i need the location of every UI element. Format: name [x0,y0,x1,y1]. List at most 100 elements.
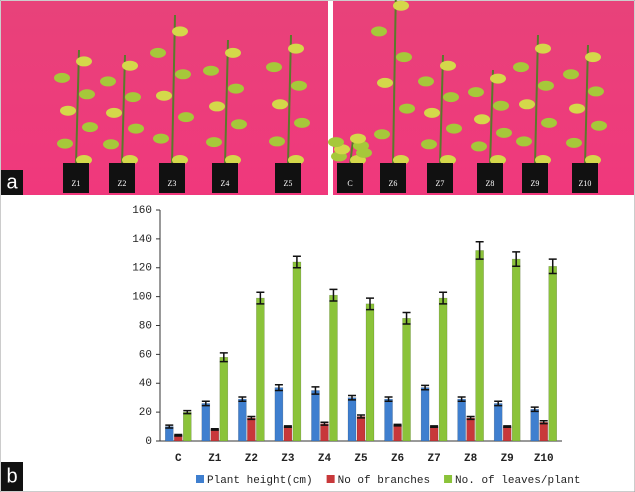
leaf [424,107,440,118]
bar [402,318,411,442]
error-bar [457,396,466,403]
leaf [231,119,247,130]
stem [171,14,176,166]
bar [183,411,192,442]
leaf [393,155,409,165]
leaf [100,76,116,87]
bar [502,426,512,442]
bar [466,417,475,442]
bar [438,297,448,442]
error-bar [393,423,402,427]
bar [365,303,375,442]
leaf [228,83,244,94]
stem [489,69,494,166]
pot [275,163,301,193]
leaf [60,105,76,116]
error-bar [210,427,219,431]
leaf [128,123,144,134]
leaf [57,138,73,149]
error-bar [283,425,292,429]
pot [109,163,135,193]
leaf [209,101,225,112]
error-bar [165,424,174,429]
bar [530,408,539,442]
leaf [541,117,557,128]
error-bar [357,414,365,419]
pot-label: Z10 [579,179,592,188]
pot [572,163,598,193]
bar [210,429,220,442]
pot [380,163,406,193]
leaf [421,139,437,150]
leaf [516,136,532,147]
y-tick-label: 80 [139,320,152,332]
y-tick-label: 0 [145,436,152,448]
bar [247,417,256,442]
error-bar [311,386,320,395]
leaf [150,47,166,58]
bar [539,421,548,442]
leaf [440,155,456,165]
bar [292,261,302,442]
leaf [175,69,191,80]
pot-label: Z1 [72,179,81,188]
leaf [393,0,409,11]
pot [522,163,548,193]
panel-label: a [6,171,18,193]
x-tick-label: Z9 [501,453,514,465]
leaf [490,155,506,165]
leaf [585,155,601,165]
panel-label: b [6,465,17,487]
leaf [569,103,585,114]
bar [238,398,247,442]
leaf [272,99,288,110]
bar [475,250,484,442]
leaf [178,112,194,123]
error-bar [430,425,439,429]
bar [420,387,430,442]
bar [283,426,293,442]
leaf [288,43,304,54]
error-bar [292,255,301,269]
error-bar [219,352,228,363]
error-bar [548,258,557,275]
error-bar [494,400,503,407]
bar [274,387,284,442]
x-tick-label: C [175,453,182,465]
leaf [82,122,98,133]
error-bar [530,406,539,413]
leaf [585,52,601,63]
error-bar [348,394,356,401]
legend-label: No of branches [338,475,430,487]
bar [347,397,357,442]
leaf [374,129,390,140]
y-tick-label: 60 [139,349,152,361]
y-tick-label: 20 [139,407,152,419]
error-bar [256,291,265,305]
leaf [519,99,535,110]
bar [311,390,320,442]
leaf [103,139,119,150]
error-bar [421,384,430,391]
pot-label: C [347,179,352,188]
leaf [490,73,506,84]
legend-swatch [196,475,204,483]
leaf [172,155,188,165]
bar [320,423,329,442]
pot [63,163,89,193]
pot-label: Z3 [168,179,177,188]
leaf [418,76,434,87]
error-bar [466,415,475,421]
plants: Z1 Z2 Z3 Z4 Z5 C Z6 Z7 Z8 Z9 Z10 [54,0,607,193]
leaf [225,155,241,165]
pot-label: Z8 [486,179,495,188]
y-tick-label: 40 [139,378,152,390]
leaf [493,100,509,111]
leaf [350,133,366,144]
leaf [294,117,310,128]
pot [337,163,363,193]
bar [493,403,503,442]
x-tick-label: Z8 [464,453,478,465]
x-tick-label: Z2 [245,453,258,465]
stem [534,34,539,166]
